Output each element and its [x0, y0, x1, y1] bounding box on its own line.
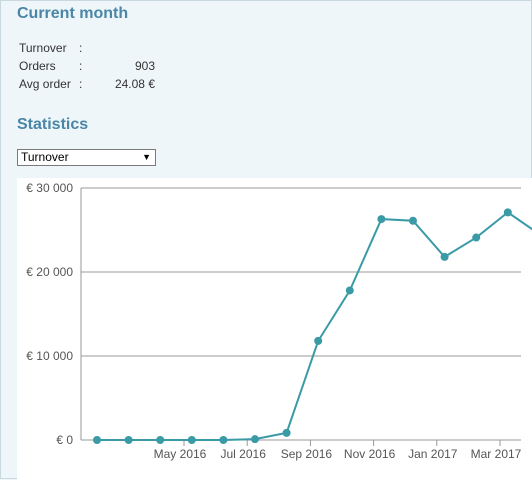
data-point — [156, 436, 165, 444]
chevron-down-icon: ▼ — [142, 152, 151, 162]
current-month-summary: Turnover : Orders : 903 Avg order : 24.0… — [17, 39, 157, 93]
summary-row-avg-order: Avg order : 24.08 € — [17, 75, 157, 93]
x-tick-label: Sep 2016 — [281, 447, 333, 461]
y-tick-label: € 0 — [56, 433, 73, 447]
statistics-metric-select[interactable]: Turnover ▼ — [17, 149, 156, 166]
y-tick-label: € 30 000 — [26, 181, 73, 195]
x-tick-label: May 2016 — [154, 447, 207, 461]
orders-label: Orders — [19, 59, 56, 73]
data-point — [251, 435, 259, 444]
x-tick-label: Jul 2016 — [221, 447, 267, 461]
avg-order-label: Avg order — [19, 77, 71, 91]
summary-row-orders: Orders : 903 — [17, 57, 157, 75]
summary-row-turnover: Turnover : — [17, 39, 157, 57]
data-point — [503, 208, 512, 217]
avg-order-separator: : — [79, 77, 83, 91]
turnover-label: Turnover — [19, 41, 67, 55]
data-point — [124, 436, 133, 444]
chart-svg: € 0 € 10 000 € 20 000 € 30 000 May 2016 Jul 2… — [26, 181, 532, 461]
turnover-chart: € 0 € 10 000 € 20 000 € 30 000 May 2016 Jul 2… — [17, 178, 532, 480]
orders-value: 903 — [134, 59, 155, 73]
data-point — [219, 436, 228, 444]
y-tick-label: € 10 000 — [26, 349, 73, 363]
data-point — [472, 233, 481, 242]
current-month-title: Current month — [17, 5, 129, 22]
data-point — [409, 216, 417, 225]
orders-separator: : — [79, 59, 83, 73]
x-tick-label: Nov 2016 — [344, 447, 396, 461]
avg-order-value: 24.08 € — [114, 77, 155, 91]
data-point — [314, 336, 323, 345]
data-point — [345, 286, 354, 295]
statistics-title: Statistics — [17, 116, 89, 133]
data-point — [187, 436, 196, 444]
turnover-separator: : — [79, 41, 83, 55]
data-point — [440, 252, 449, 261]
data-point — [282, 428, 291, 437]
data-point — [377, 215, 386, 224]
x-tick-label: Mar 2017 — [471, 447, 522, 461]
data-point — [93, 436, 101, 444]
y-tick-label: € 20 000 — [26, 265, 73, 279]
turnover-value — [95, 39, 157, 57]
x-tick-label: Jan 2017 — [408, 447, 458, 461]
turnover-series-line — [97, 211, 532, 441]
select-value: Turnover — [21, 150, 69, 164]
